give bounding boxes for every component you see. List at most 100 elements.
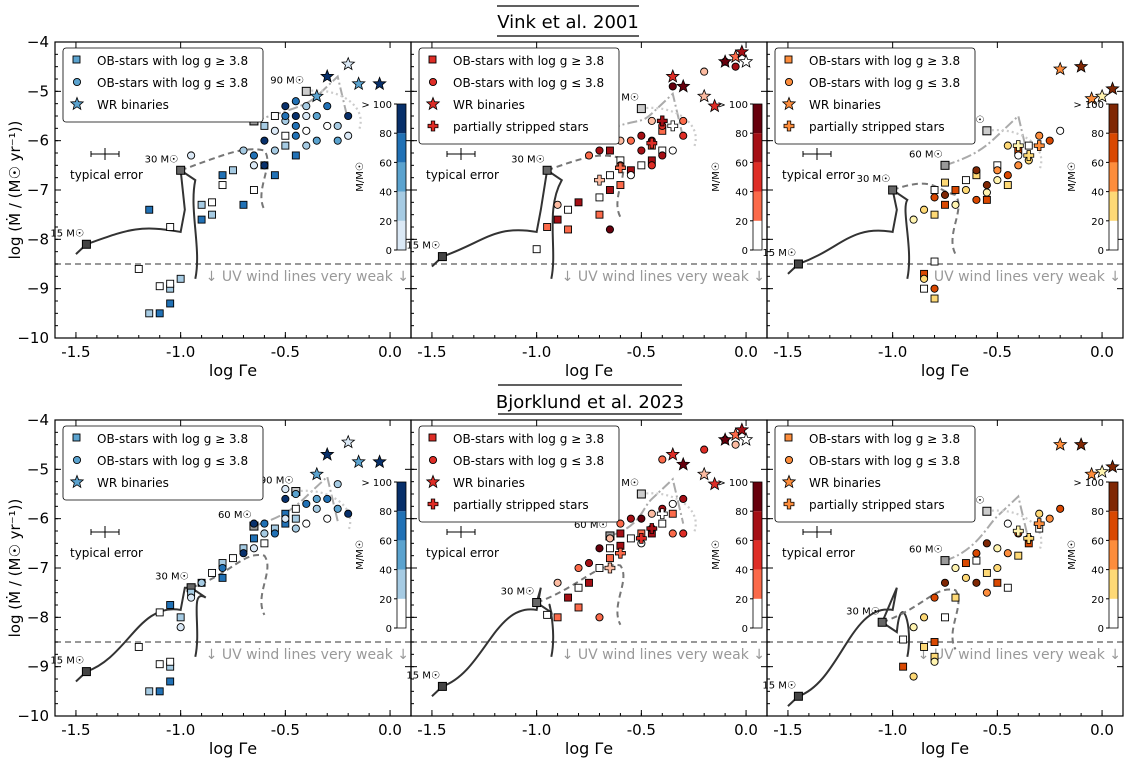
colorbar-frame xyxy=(752,103,763,251)
y-tick-label: −6 xyxy=(27,510,49,528)
ob-low-point xyxy=(1003,141,1012,150)
ob-low-point xyxy=(291,111,300,121)
ob-high-point xyxy=(145,687,154,696)
legend-circle-marker xyxy=(72,455,82,465)
ob-high-point xyxy=(574,583,583,592)
track-label: 90 M☉ xyxy=(260,476,294,487)
legend-ob-high: OB-stars with log g ≥ 3.8 xyxy=(453,54,604,68)
ob-high-point xyxy=(637,161,646,170)
colorbar-tick-label: 80 xyxy=(379,129,392,140)
ob-low-point xyxy=(281,485,290,494)
ob-low-point xyxy=(281,111,290,121)
colorbar-segment xyxy=(1109,598,1118,628)
ob-high-point xyxy=(930,210,939,219)
ob-low-point xyxy=(302,499,311,508)
colorbar-tick-label: 80 xyxy=(379,507,392,518)
ob-low-point xyxy=(260,529,269,538)
ob-high-point xyxy=(658,519,667,528)
stripped-star-point xyxy=(656,115,668,127)
track-15-msun xyxy=(787,187,911,280)
legend-star-marker xyxy=(69,474,85,489)
legend-frame xyxy=(418,425,620,523)
legend-square-marker xyxy=(428,433,437,442)
ob-low-point xyxy=(909,623,918,632)
y-axis-label: log (Ṁ / (M☉ yr⁻¹)) xyxy=(5,499,24,638)
legend-stripped: partially stripped stars xyxy=(453,120,589,134)
x-tick-label: -0.5 xyxy=(983,721,1012,739)
ob-low-point xyxy=(1035,131,1044,140)
ob-low-point xyxy=(909,215,918,224)
wr-binary-point xyxy=(351,454,366,469)
colorbar-frame xyxy=(396,103,407,251)
colorbar-tick-label: 0 xyxy=(742,624,748,635)
x-tick-label: 0.0 xyxy=(378,343,402,361)
ob-high-point xyxy=(605,186,614,194)
wr-binary-point xyxy=(340,434,356,449)
colorbar-tick-label: 20 xyxy=(1091,595,1104,606)
wr-binary-point xyxy=(696,466,712,481)
track-15-msun xyxy=(431,168,564,280)
ob-low-point xyxy=(637,146,646,155)
ob-high-point xyxy=(972,556,981,565)
ob-low-point xyxy=(249,161,258,170)
colorbar-frame xyxy=(752,481,763,629)
legend-ob-low: OB-stars with log g ≤ 3.8 xyxy=(97,454,248,468)
colorbar-segment xyxy=(753,598,762,628)
track-label: 15 M☉ xyxy=(762,248,796,259)
ob-low-point xyxy=(312,504,321,513)
wr-binary-point xyxy=(1073,437,1089,451)
colorbar-segment xyxy=(753,482,762,512)
panel: ↓ UV wind lines very weak ↓15 M☉30 M☉60 … xyxy=(406,41,768,380)
stripped-star-point xyxy=(1033,518,1045,529)
ob-low-point xyxy=(1045,514,1054,523)
y-tick-label: −7 xyxy=(27,559,49,577)
ob-low-point xyxy=(281,102,290,111)
ob-low-point xyxy=(333,121,342,130)
ob-high-point xyxy=(605,171,614,180)
legend-star-marker xyxy=(781,96,797,111)
ob-low-point xyxy=(1056,126,1065,135)
y-tick-label: −10 xyxy=(17,707,49,725)
ob-high-point xyxy=(961,176,970,185)
colorbar-tick-label: 60 xyxy=(1091,158,1104,169)
wr-binary-point xyxy=(340,56,356,71)
wr-binary-point xyxy=(734,422,750,436)
legend-frame xyxy=(62,47,264,123)
legend: OB-stars with log g ≥ 3.8 OB-stars with l… xyxy=(62,47,264,123)
ob-high-point xyxy=(941,613,949,622)
wr-binary-point xyxy=(372,76,387,91)
colorbar-tick-label: 0 xyxy=(742,246,748,257)
legend-cross-marker xyxy=(783,120,795,132)
ob-high-point xyxy=(982,568,991,577)
ob-low-point xyxy=(270,126,279,135)
ob-high-point xyxy=(941,178,949,187)
ob-low-point xyxy=(312,494,321,503)
colorbar-segment xyxy=(753,104,762,134)
legend: OB-stars with log g ≥ 3.8 OB-stars with l… xyxy=(62,425,264,501)
ob-low-point xyxy=(584,151,594,160)
ob-low-point xyxy=(187,151,196,160)
y-tick-label: −7 xyxy=(27,181,49,199)
track-label: 30 M☉ xyxy=(501,587,535,598)
wr-binary-point xyxy=(1052,61,1068,76)
ob-low-point xyxy=(249,151,258,160)
track-label: 90 M☉ xyxy=(605,93,639,104)
ob-high-point xyxy=(281,141,290,150)
wind-threshold-label: ↓ UV wind lines very weak ↓ xyxy=(562,269,765,285)
ob-low-point xyxy=(679,116,688,125)
ob-high-point xyxy=(930,294,939,303)
data-points xyxy=(909,59,1120,303)
ob-low-point xyxy=(972,578,981,587)
ob-low-point xyxy=(993,544,1002,553)
legend-ob-low: OB-stars with log g ≤ 3.8 xyxy=(453,76,604,90)
ob-low-point xyxy=(260,136,269,145)
ob-high-point xyxy=(166,657,175,666)
ob-high-point xyxy=(218,181,227,190)
ob-high-point xyxy=(176,613,185,622)
wr-binary-point xyxy=(309,466,324,481)
track-start-marker xyxy=(81,239,91,249)
legend-wr: WR binaries xyxy=(97,476,169,490)
ob-low-point xyxy=(940,190,950,199)
ob-high-point xyxy=(574,603,583,612)
panel: ↓ UV wind lines very weak ↓15 M☉30 M☉60 … xyxy=(406,419,768,758)
